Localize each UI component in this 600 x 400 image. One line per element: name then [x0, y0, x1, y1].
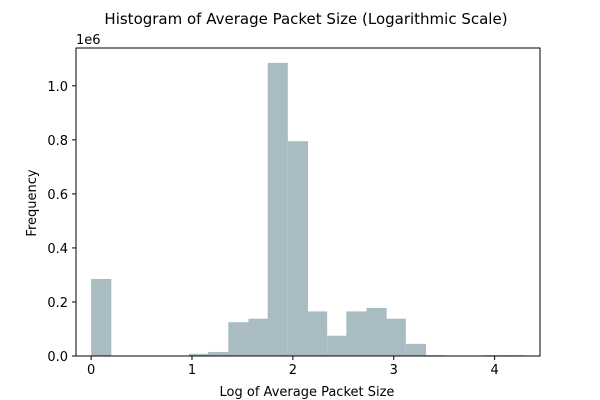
histogram-bar — [228, 322, 249, 356]
histogram-bar — [366, 307, 387, 356]
chart-title: Histogram of Average Packet Size (Logari… — [104, 10, 507, 28]
histogram-bar — [208, 351, 229, 356]
x-tick-label: 2 — [289, 363, 297, 378]
histogram-bar — [405, 343, 427, 356]
y-tick-label: 0.4 — [47, 242, 68, 257]
histogram-bar — [346, 311, 367, 356]
y-axis-title: Frequency — [25, 169, 40, 236]
x-tick-label: 0 — [87, 363, 95, 378]
histogram-bar — [327, 335, 348, 356]
y-axis-ticks: 0.0 0.2 0.4 0.6 0.8 1.0 — [47, 80, 76, 365]
histogram-bar — [248, 318, 269, 356]
y-tick-label: 0.2 — [47, 296, 68, 311]
x-tick-label: 4 — [490, 363, 498, 378]
y-tick-label: 0.8 — [47, 134, 68, 149]
histogram-bar — [91, 279, 112, 356]
x-axis-title: Log of Average Packet Size — [220, 385, 395, 400]
x-tick-label: 3 — [390, 363, 398, 378]
x-tick-label: 1 — [188, 363, 196, 378]
y-tick-label: 0.6 — [47, 188, 68, 203]
y-axis-offset-label: 1e6 — [76, 33, 101, 48]
histogram-bar — [306, 311, 328, 356]
histogram-bar — [267, 62, 288, 356]
y-tick-label: 0.0 — [47, 350, 68, 365]
x-axis-ticks: 0 1 2 3 4 — [87, 356, 499, 378]
y-tick-label: 1.0 — [47, 80, 68, 95]
bars — [91, 62, 524, 356]
histogram-bar — [287, 141, 308, 356]
plot-area-frame — [75, 47, 541, 357]
histogram-bar — [385, 318, 406, 356]
histogram-bar — [188, 353, 210, 356]
